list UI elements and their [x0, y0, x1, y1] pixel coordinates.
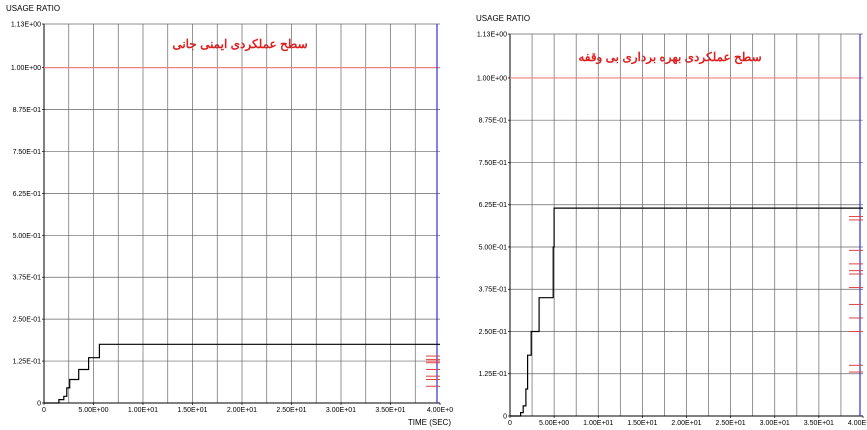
x-tick-label: 1.50E+01 — [627, 420, 657, 427]
y-tick-label: 8.75E-01 — [13, 107, 42, 114]
x-tick-label: 5.00E+00 — [539, 420, 569, 427]
y-tick-label: 1.25E-01 — [479, 371, 508, 378]
y-tick-label: 6.25E-01 — [479, 202, 508, 209]
y-tick-label: 5.00E-01 — [13, 233, 42, 240]
y-axis-label: USAGE RATIO — [476, 14, 530, 23]
x-tick-label: 0 — [42, 407, 46, 414]
y-tick-label: 5.00E-01 — [479, 244, 508, 251]
performance-level-annotation: سطح عملکردی بهره برداری بی وقفه — [578, 50, 761, 65]
x-tick-label: 3.00E+01 — [326, 407, 356, 414]
y-tick-label: 3.75E-01 — [479, 287, 508, 294]
x-tick-label: 2.00E+01 — [671, 420, 701, 427]
y-tick-label: 1.13E+00 — [477, 32, 507, 39]
x-tick-label: 3.00E+01 — [760, 420, 790, 427]
x-tick-label: 2.00E+01 — [227, 407, 257, 414]
chart-right: USAGE RATIO سطح عملکردی بهره برداری بی و… — [476, 14, 867, 427]
y-tick-label: 0 — [503, 414, 507, 421]
x-tick-label: 2.50E+01 — [716, 420, 746, 427]
x-tick-label: 5.00E+00 — [78, 407, 108, 414]
performance-level-annotation: سطح عملکردی ایمنی جانی — [172, 37, 307, 52]
x-tick-label: 1.00E+01 — [583, 420, 613, 427]
y-tick-label: 7.50E-01 — [13, 149, 42, 156]
x-tick-label: 0 — [508, 420, 512, 427]
y-tick-label: 1.00E+00 — [11, 65, 41, 72]
x-tick-label: 4.00E+0 — [427, 407, 453, 414]
chart-left: USAGE RATIO TIME (SEC) سطح عملکردی ایمنی… — [6, 4, 453, 427]
y-tick-label: 2.50E-01 — [13, 317, 42, 324]
tick-labels: 0 1.25E-01 2.50E-01 3.75E-01 5.00E-01 6.25E-0… — [477, 32, 867, 428]
series-lines — [44, 343, 440, 404]
y-tick-label: 7.50E-01 — [479, 160, 508, 167]
side-marks — [426, 355, 440, 387]
x-axis-label: TIME (SEC) — [408, 418, 451, 427]
usage-ratio-curve — [44, 343, 440, 404]
grid — [509, 33, 863, 417]
tick-labels: 0 1.25E-01 2.50E-01 3.75E-01 5.00E-01 6.25E-0… — [11, 22, 453, 415]
side-marks — [849, 216, 863, 373]
usage-ratio-curve — [510, 207, 863, 417]
x-tick-label: 1.00E+01 — [128, 407, 158, 414]
grid — [43, 23, 440, 404]
y-tick-label: 0 — [37, 401, 41, 408]
x-tick-label: 2.50E+01 — [276, 407, 306, 414]
y-tick-label: 1.25E-01 — [13, 359, 42, 366]
y-tick-label: 3.75E-01 — [13, 275, 42, 282]
y-tick-label: 6.25E-01 — [13, 191, 42, 198]
series-lines — [510, 207, 863, 417]
y-tick-label: 2.50E-01 — [479, 329, 508, 336]
y-tick-label: 8.75E-01 — [479, 118, 508, 125]
x-tick-label: 3.50E+01 — [375, 407, 405, 414]
y-tick-label: 1.00E+00 — [477, 75, 507, 82]
x-tick-label: 1.50E+01 — [177, 407, 207, 414]
y-tick-label: 1.13E+00 — [11, 22, 41, 29]
x-tick-label: 3.50E+01 — [804, 420, 834, 427]
y-axis-label: USAGE RATIO — [6, 4, 60, 13]
x-tick-label: 4.00E+01 — [848, 420, 867, 427]
